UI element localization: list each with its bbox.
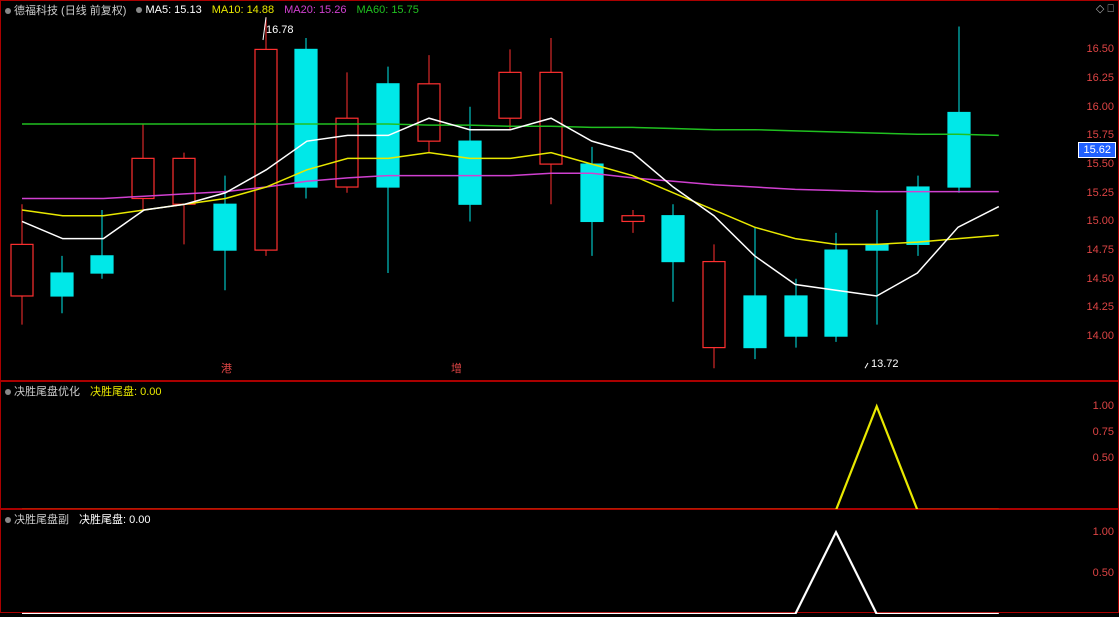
current-price-badge: 15.62 — [1078, 142, 1116, 158]
main-chart-area[interactable]: 16.78 13.72 港 增 — [1, 15, 1068, 380]
sub1-svg — [1, 396, 1070, 510]
sub1-chart-area[interactable] — [1, 396, 1068, 508]
svg-text:港: 港 — [221, 362, 232, 375]
svg-text:增: 增 — [451, 361, 462, 375]
indicator-panel-1[interactable]: 决胜尾盘优化 决胜尾盘: 0.00 0.500.751.00 — [0, 381, 1119, 509]
panel-controls[interactable]: ◇ ⎕ — [1096, 2, 1114, 16]
indicator-panel-2[interactable]: 决胜尾盘副 决胜尾盘: 0.00 0.501.00 — [0, 509, 1119, 613]
sub2-y-axis: 0.501.00 — [1068, 524, 1118, 612]
svg-text:13.72: 13.72 — [871, 358, 899, 370]
chart-container: 德福科技 (日线 前复权) MA5: 15.13 MA10: 14.88 MA2… — [0, 0, 1119, 617]
candlestick-svg: 16.78 13.72 港 增 — [1, 15, 1070, 382]
sub2-svg — [1, 524, 1070, 614]
svg-text:16.78: 16.78 — [266, 24, 294, 36]
main-y-axis: 14.0014.2514.5014.7515.0015.2515.5015.75… — [1068, 15, 1118, 380]
sub1-y-axis: 0.500.751.00 — [1068, 396, 1118, 508]
main-chart-panel[interactable]: 德福科技 (日线 前复权) MA5: 15.13 MA10: 14.88 MA2… — [0, 0, 1119, 381]
sub2-chart-area[interactable] — [1, 524, 1068, 612]
